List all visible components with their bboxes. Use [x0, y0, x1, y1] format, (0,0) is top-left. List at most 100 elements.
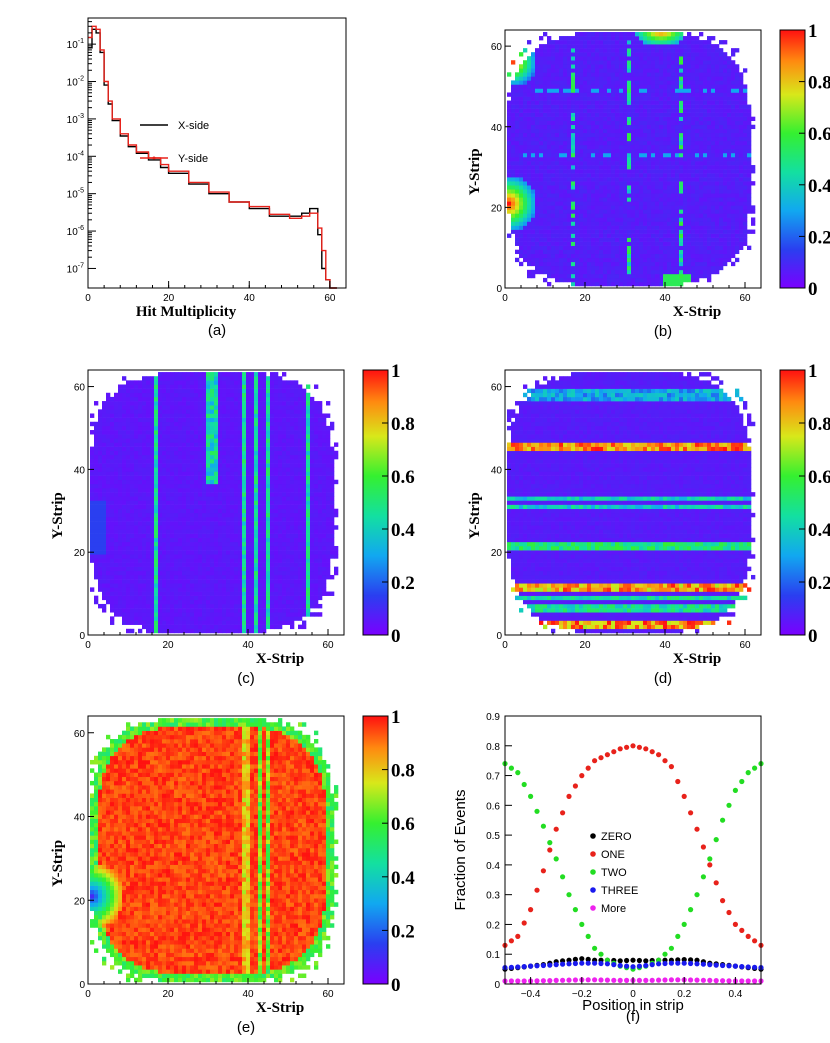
heatmap-cell — [559, 185, 564, 190]
heatmap-cell — [623, 161, 628, 166]
heatmap-cell — [639, 165, 644, 170]
heatmap-cell — [535, 128, 540, 134]
heatmap-cell — [599, 201, 604, 206]
heatmap-cell — [631, 245, 636, 250]
heatmap-cell — [671, 233, 676, 238]
heatmap-cell — [579, 144, 584, 150]
heatmap-cell — [559, 201, 564, 206]
heatmap-cell — [571, 124, 576, 130]
heatmap-cell — [687, 88, 692, 93]
heatmap-cell — [683, 92, 688, 97]
heatmap-cell — [735, 128, 740, 134]
heatmap-cell — [587, 177, 592, 182]
heatmap-cell — [166, 401, 171, 406]
heatmap-cell — [154, 566, 159, 572]
heatmap-cell — [591, 165, 596, 170]
heatmap-cell — [699, 233, 704, 238]
heatmap-cell — [110, 488, 115, 493]
heatmap-cell — [631, 124, 636, 130]
heatmap-cell — [134, 434, 139, 439]
heatmap-cell — [667, 136, 672, 142]
heatmap-cell — [723, 136, 728, 142]
heatmap-cell — [643, 68, 648, 73]
heatmap-cell — [134, 587, 139, 592]
heatmap-cell — [130, 396, 135, 402]
heatmap-cell — [178, 558, 183, 563]
heatmap-cell — [707, 225, 712, 230]
heatmap-cell — [551, 201, 556, 206]
heatmap-cell — [679, 48, 684, 53]
heatmap-cell — [655, 152, 660, 158]
heatmap-cell — [611, 156, 616, 162]
heatmap-cell — [126, 421, 131, 427]
heatmap-cell — [543, 152, 548, 158]
heatmap-cell — [134, 459, 139, 464]
heatmap-cell — [162, 620, 167, 625]
heatmap-cell — [683, 249, 688, 255]
heatmap-cell — [691, 177, 696, 182]
heatmap-cell — [126, 500, 131, 505]
heatmap-cell — [535, 165, 540, 170]
heatmap-cell — [703, 124, 708, 130]
heatmap-cell — [583, 100, 588, 105]
heatmap-cell — [699, 261, 704, 267]
heatmap-cell — [90, 521, 95, 526]
heatmap-cell — [639, 245, 644, 250]
heatmap-cell — [611, 257, 616, 263]
heatmap-cell — [102, 566, 107, 572]
heatmap-cell — [130, 525, 135, 530]
heatmap-cell — [154, 554, 159, 559]
heatmap-cell — [559, 52, 564, 57]
heatmap-cell — [587, 100, 592, 105]
heatmap-cell — [118, 603, 123, 609]
heatmap-cell — [539, 213, 544, 218]
heatmap-cell — [166, 475, 171, 481]
heatmap-cell — [679, 116, 684, 121]
heatmap-cell — [615, 161, 620, 166]
heatmap-cell — [106, 587, 111, 592]
heatmap-cell — [523, 140, 528, 146]
heatmap-cell — [555, 165, 560, 170]
heatmap-cell — [122, 525, 127, 530]
heatmap-cell — [587, 32, 592, 37]
heatmap-cell — [723, 96, 728, 101]
heatmap-cell — [567, 140, 572, 146]
heatmap-cell — [667, 177, 672, 182]
heatmap-cell — [575, 80, 580, 85]
heatmap-cell — [667, 60, 672, 65]
heatmap-cell — [623, 181, 628, 186]
heatmap-cell — [719, 148, 724, 154]
heatmap-cell — [599, 161, 604, 166]
heatmap-cell — [643, 273, 648, 279]
heatmap-cell — [511, 148, 516, 154]
heatmap-cell — [603, 64, 608, 69]
heatmap-cell — [130, 413, 135, 418]
heatmap-cell — [170, 446, 175, 452]
heatmap-cell — [98, 512, 103, 518]
heatmap-cell — [122, 384, 127, 389]
heatmap-cell — [647, 221, 652, 226]
heatmap-cell — [551, 44, 556, 49]
heatmap-cell — [166, 587, 171, 592]
heatmap-cell — [591, 217, 596, 222]
heatmap-cell — [539, 96, 544, 101]
heatmap-cell — [679, 177, 684, 182]
heatmap-cell — [699, 173, 704, 178]
heatmap-cell — [711, 209, 716, 214]
heatmap-cell — [90, 446, 95, 452]
heatmap-cell — [603, 152, 608, 158]
heatmap-cell — [102, 417, 107, 423]
heatmap-cell — [647, 181, 652, 186]
heatmap-cell — [619, 265, 624, 271]
heatmap-cell — [114, 541, 119, 547]
heatmap-cell — [599, 104, 604, 109]
heatmap-cell — [631, 52, 636, 57]
heatmap-cell — [563, 108, 568, 113]
heatmap-cell — [535, 265, 540, 271]
heatmap-cell — [727, 64, 732, 69]
heatmap-cell — [579, 140, 584, 146]
heatmap-cell — [567, 60, 572, 65]
heatmap-cell — [130, 620, 135, 625]
heatmap-cell — [142, 616, 147, 621]
heatmap-cell — [599, 92, 604, 97]
